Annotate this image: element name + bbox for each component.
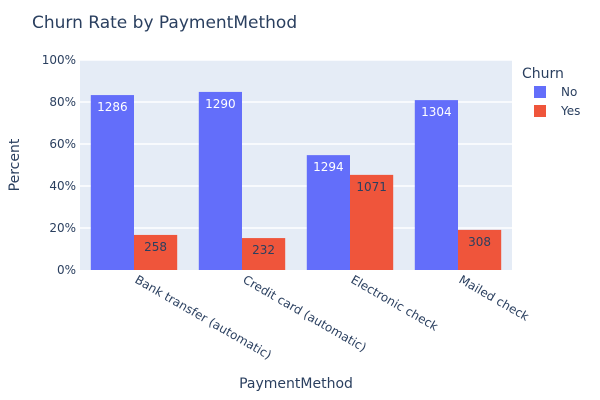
bar-value-label: 1294 (313, 160, 344, 174)
x-axis-title: PaymentMethod (239, 376, 353, 392)
bar-value-label: 308 (468, 235, 491, 249)
y-tick-label: 100% (42, 53, 76, 67)
legend-swatch (534, 105, 546, 117)
bar-value-label: 1071 (356, 180, 387, 194)
legend-title: Churn (522, 66, 564, 82)
y-tick-label: 60% (49, 137, 76, 151)
bar-no[interactable] (198, 91, 242, 270)
bar-value-label: 232 (252, 243, 275, 257)
bar-yes[interactable] (134, 234, 178, 270)
y-tick-label: 20% (49, 221, 76, 235)
bar-no[interactable] (306, 155, 350, 270)
y-tick-label: 80% (49, 95, 76, 109)
y-axis-title: Percent (7, 138, 23, 191)
chart-title: Churn Rate by PaymentMethod (32, 13, 297, 33)
bar-value-label: 1290 (205, 97, 236, 111)
legend-swatch (534, 86, 546, 98)
y-tick-label: 40% (49, 179, 76, 193)
x-tick-label: Mailed check (457, 272, 532, 323)
legend-label: No (561, 85, 577, 99)
y-tick-label: 0% (57, 263, 76, 277)
legend-item-no[interactable]: No (534, 85, 577, 99)
bar-value-label: 258 (144, 240, 167, 254)
x-tick-label: Electronic check (349, 272, 441, 333)
bar-value-label: 1286 (97, 100, 128, 114)
legend-label: Yes (560, 104, 580, 118)
bar-value-label: 1304 (421, 105, 452, 119)
bar-yes[interactable] (350, 174, 394, 270)
bar-no[interactable] (414, 100, 458, 270)
bar-yes[interactable] (458, 229, 502, 270)
legend-item-yes[interactable]: Yes (534, 104, 580, 118)
bar-yes[interactable] (242, 238, 286, 270)
bar-no[interactable] (90, 95, 134, 270)
legend[interactable]: Churn No Yes (522, 66, 580, 118)
